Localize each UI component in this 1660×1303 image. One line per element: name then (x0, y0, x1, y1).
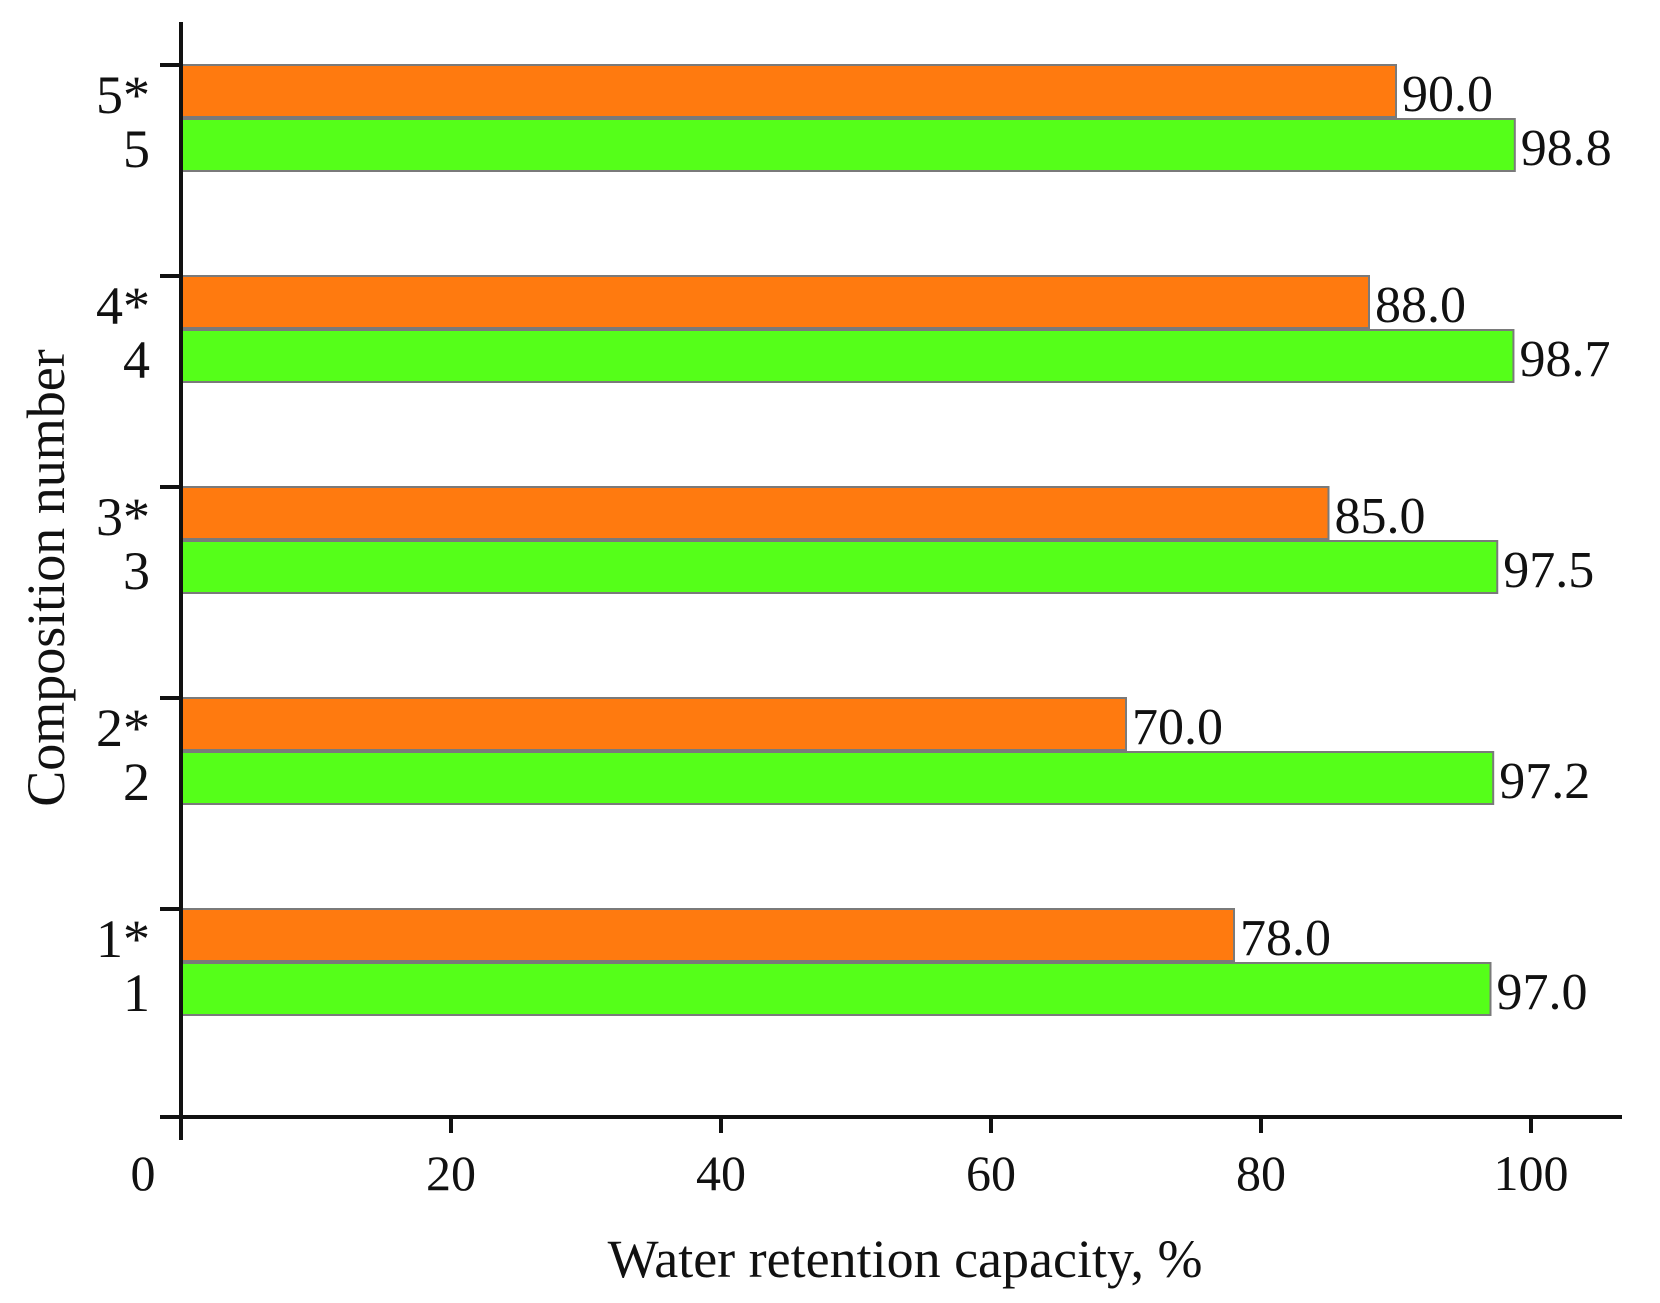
category-label-1-star: 1* (96, 909, 150, 969)
axes-layer (160, 22, 1622, 1140)
bar-1 (180, 962, 1492, 1016)
bar-3-star (180, 486, 1330, 540)
x-tick-label-4: 80 (1236, 1145, 1286, 1201)
value-label-5: 98.8 (1521, 120, 1612, 177)
category-label-2-star: 2* (96, 698, 150, 758)
bar-3 (180, 540, 1499, 594)
value-label-4: 98.7 (1519, 331, 1610, 388)
x-tick-label-0: 0 (131, 1145, 156, 1201)
x-tick-label-1: 20 (426, 1145, 476, 1201)
bar-5-star (180, 64, 1397, 118)
category-label-4: 4 (123, 330, 150, 390)
category-label-1: 1 (123, 963, 150, 1023)
x-tick-label-2: 40 (696, 1145, 746, 1201)
value-label-3-star: 85.0 (1335, 488, 1426, 545)
x-tick-label-5: 100 (1494, 1145, 1569, 1201)
bar-4-star (180, 275, 1370, 329)
category-label-5: 5 (123, 119, 150, 179)
bar-1-star (180, 908, 1235, 962)
bars-layer (180, 64, 1516, 1016)
y-axis-title: Composition number (16, 349, 76, 807)
value-label-1-star: 78.0 (1240, 910, 1331, 967)
bar-2 (180, 751, 1495, 805)
category-label-2: 2 (123, 752, 150, 812)
value-label-2: 97.2 (1499, 753, 1590, 810)
x-axis-title: Water retention capacity, % (608, 1229, 1203, 1289)
category-label-3: 3 (123, 541, 150, 601)
value-label-3: 97.5 (1503, 542, 1594, 599)
value-label-1: 97.0 (1497, 964, 1588, 1021)
value-label-5-star: 90.0 (1402, 66, 1493, 123)
labels-layer: 0 20 40 60 80 100 78.0 1* 97.0 1 70.0 2* 97.2 2 85.0 3*… (96, 65, 1612, 1201)
bar-2-star (180, 697, 1127, 751)
value-label-2-star: 70.0 (1132, 699, 1223, 756)
bar-5 (180, 118, 1516, 172)
x-tick-label-3: 60 (966, 1145, 1016, 1201)
category-label-4-star: 4* (96, 276, 150, 336)
ticks-layer (160, 63, 1533, 1133)
category-label-5-star: 5* (96, 65, 150, 125)
bar-4 (180, 329, 1515, 383)
value-label-4-star: 88.0 (1375, 277, 1466, 334)
category-label-3-star: 3* (96, 487, 150, 547)
